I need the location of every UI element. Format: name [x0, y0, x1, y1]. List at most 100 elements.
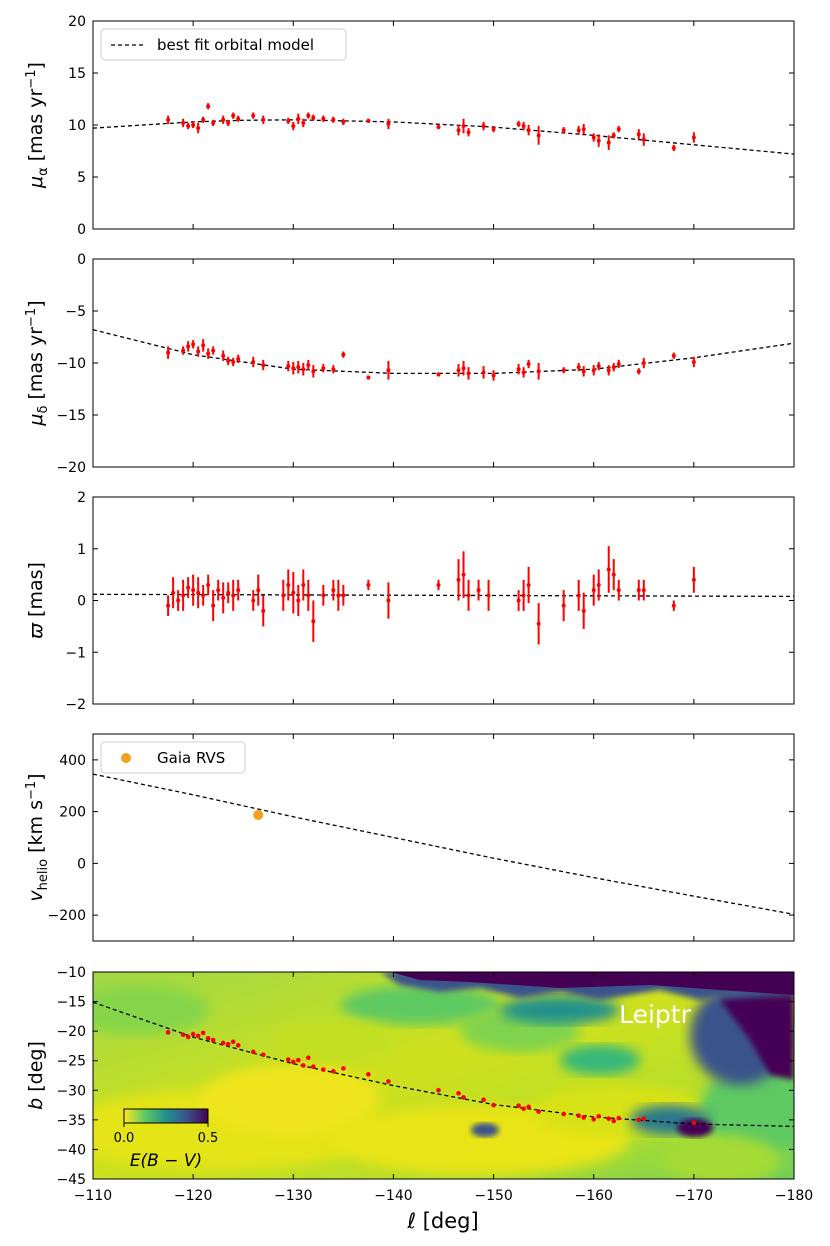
data-point [191, 342, 196, 347]
dust-map [93, 972, 794, 1179]
y-tick-label: 0 [77, 856, 86, 872]
star-point [230, 1039, 236, 1045]
star-point [561, 1111, 566, 1117]
star-point [481, 1097, 486, 1103]
colorbar-tick-label: 0.0 [114, 1131, 135, 1146]
x-tick-label: −130 [274, 1188, 312, 1204]
y-axis-label: ϖ [mas] [25, 562, 47, 639]
data-point [521, 593, 526, 598]
rvs-point [253, 809, 264, 820]
y-tick-label: −15 [56, 408, 86, 424]
data-point [251, 359, 256, 364]
data-point [536, 369, 541, 374]
star-point [295, 1057, 301, 1063]
colorbar: 0.0 0.5 E(B − V) [114, 1108, 219, 1171]
legend: best fit orbital model [100, 28, 347, 61]
star-point [516, 1103, 521, 1108]
data-point [291, 590, 296, 595]
data-point [281, 593, 286, 598]
star-point [331, 1069, 336, 1074]
data-point [191, 123, 196, 127]
colorbar-tick-label: 0.5 [198, 1131, 219, 1146]
y-tick-label: −2 [65, 697, 86, 713]
y-tick-label: 0 [77, 222, 86, 238]
data-point [296, 365, 301, 370]
star-point [235, 1043, 241, 1048]
data-point [366, 118, 371, 123]
data-point [561, 368, 566, 373]
model-line [92, 773, 795, 915]
star-point [220, 1040, 226, 1046]
data-point [196, 126, 201, 131]
star-point [165, 1030, 171, 1035]
y-tick-label: 200 [59, 805, 86, 821]
panel-mu_alpha: 0 5 10 15 20 μα [mas yr−1] best fit orbital mo… [24, 14, 795, 238]
y-tick-label: −30 [56, 1083, 86, 1099]
data-point [366, 582, 371, 587]
star-point [636, 1117, 642, 1123]
data-point [581, 127, 586, 132]
data-point [211, 348, 216, 353]
star-point [521, 1106, 526, 1111]
data-point [321, 593, 326, 598]
x-tick-label: −160 [574, 1188, 612, 1204]
star-point [606, 1116, 612, 1121]
data-point [641, 137, 646, 142]
x-tick-labels: −110 −120 −130 −140 −150 −160 −170 −180 [74, 1188, 813, 1204]
data-point [206, 582, 211, 587]
data-point [476, 588, 481, 593]
data-point [636, 132, 641, 137]
data-point [251, 598, 256, 603]
star-point [210, 1037, 216, 1043]
x-tick-label: −140 [374, 1188, 412, 1204]
data-point [331, 367, 336, 372]
data-point [261, 608, 266, 613]
star-point [526, 1104, 531, 1110]
data-point [596, 364, 601, 369]
data-point [221, 117, 226, 122]
data-point [181, 348, 186, 353]
data-point [191, 588, 196, 593]
x-tick-label: −150 [474, 1188, 512, 1204]
y-tick-label: 10 [68, 118, 86, 134]
data-point [286, 364, 291, 369]
dust-region [500, 996, 620, 1024]
data-point [576, 593, 581, 598]
x-axis-label: ℓ [deg] [406, 1209, 478, 1233]
star-point [366, 1072, 371, 1077]
data-point [466, 593, 471, 598]
x-tick-label: −180 [775, 1188, 813, 1204]
data-point [436, 125, 441, 130]
data-point [341, 352, 346, 357]
data-point [591, 368, 596, 373]
y-tick-label: 1 [77, 542, 86, 558]
y-axis-label: μα [mas yr−1] [24, 62, 51, 189]
data-point [331, 117, 336, 122]
data-point [201, 593, 206, 598]
y-tick-label: −10 [56, 965, 86, 981]
data-point [236, 356, 241, 361]
data-point [456, 368, 461, 373]
data-point [211, 603, 216, 608]
data-point [286, 582, 291, 587]
data-point [671, 353, 676, 358]
data-point [171, 590, 176, 595]
data-point [186, 344, 191, 349]
data-point [616, 127, 621, 132]
star-point [306, 1055, 311, 1061]
data-point [526, 128, 531, 133]
data-point [386, 368, 391, 373]
data-point [311, 369, 316, 374]
data-point [201, 117, 206, 122]
star-point [311, 1064, 316, 1069]
star-point [386, 1079, 391, 1084]
data-point [166, 350, 171, 355]
panel-vhelio: −200 0 200 400 vhelio [km s−1] Gaia RVS [24, 733, 795, 942]
data-point [491, 127, 496, 132]
data-point [456, 577, 461, 582]
star-point [591, 1116, 597, 1122]
colorbar-label: E(B − V) [130, 1151, 202, 1171]
data-point [561, 603, 566, 608]
data-point [306, 363, 311, 368]
star-point [195, 1033, 201, 1039]
